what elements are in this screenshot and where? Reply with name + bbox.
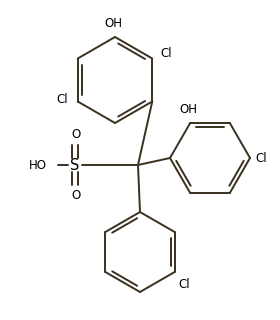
Text: Cl: Cl [56,93,68,106]
Text: O: O [71,128,81,141]
Text: Cl: Cl [179,278,190,291]
Text: OH: OH [104,17,122,30]
Text: OH: OH [179,103,197,116]
Text: S: S [70,157,80,172]
Text: Cl: Cl [255,151,267,164]
Text: HO: HO [29,158,47,172]
Text: Cl: Cl [160,47,172,60]
Text: O: O [71,189,81,202]
